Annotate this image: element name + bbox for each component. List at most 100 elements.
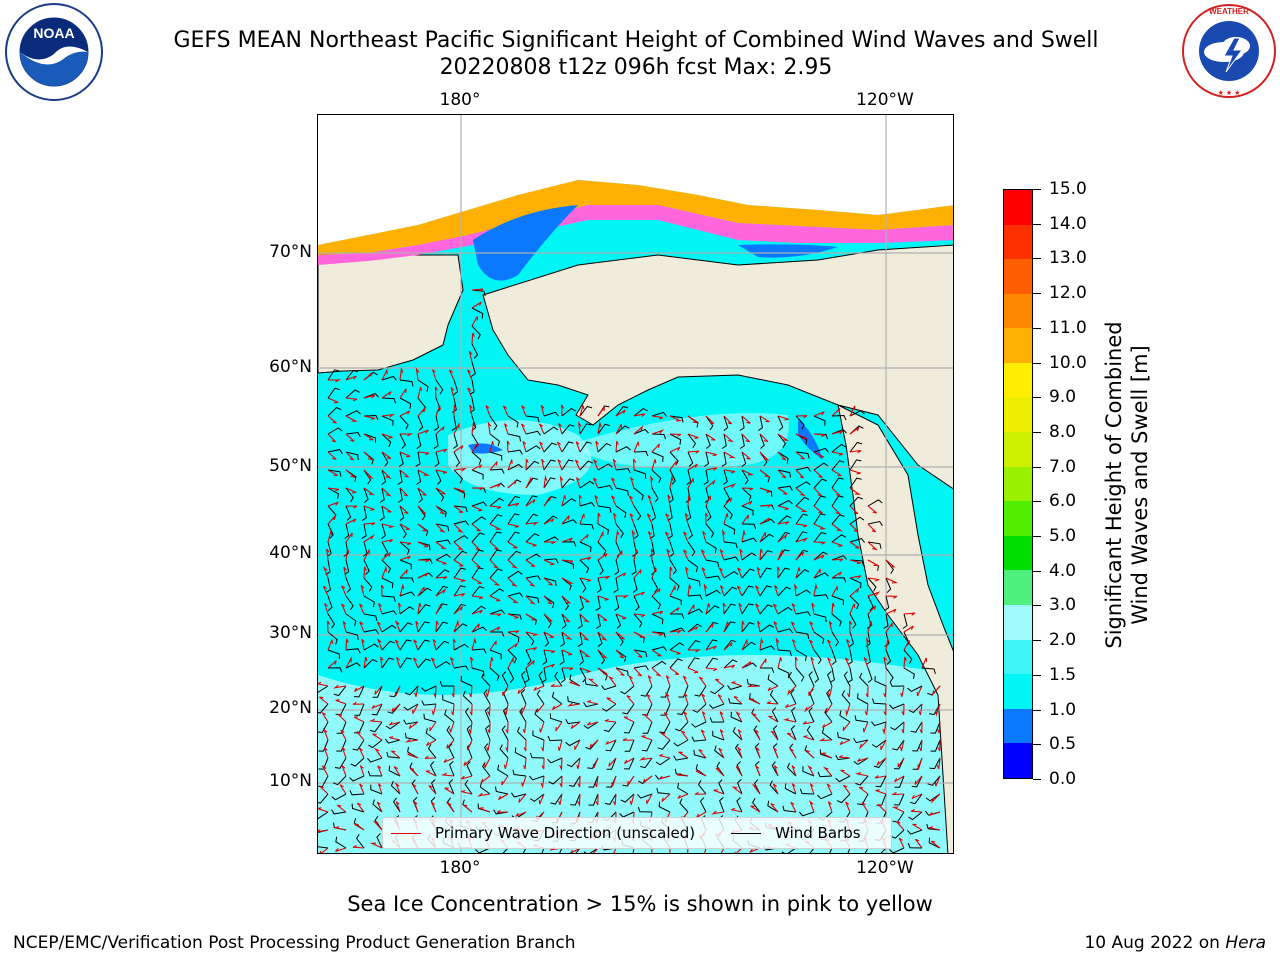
wind-barb (372, 685, 383, 698)
wind-barb (381, 415, 394, 426)
wave-direction-arrow (453, 505, 464, 513)
wind-barb (829, 847, 833, 853)
wind-barb (363, 577, 373, 592)
wave-direction-arrow (903, 625, 914, 633)
wind-barb (669, 627, 685, 633)
wind-barb (633, 450, 649, 457)
wind-barb (549, 713, 563, 723)
wind-barb (579, 523, 594, 530)
wave-direction-arrow (714, 678, 725, 687)
wave-direction-arrow (327, 487, 340, 492)
wind-barb (723, 603, 736, 615)
wind-barb (723, 505, 733, 520)
wind-barb (512, 769, 527, 777)
wind-barb (453, 469, 463, 484)
wave-direction-arrow (467, 369, 473, 381)
wave-direction-arrow (521, 405, 527, 417)
wave-direction-arrow (574, 739, 581, 750)
wave-direction-arrow (487, 421, 492, 435)
wave-direction-arrow (453, 559, 464, 567)
wave-direction-arrow (345, 638, 349, 651)
wind-barb (885, 667, 894, 683)
wave-direction-arrow (597, 575, 611, 580)
wind-barb (471, 325, 481, 340)
wave-direction-arrow (597, 421, 602, 435)
wind-barb (686, 469, 692, 486)
wave-direction-arrow (705, 479, 716, 489)
wind-barb (633, 523, 639, 539)
wave-direction-arrow (757, 620, 761, 633)
wave-direction-arrow (471, 577, 482, 584)
wave-direction-arrow (687, 667, 699, 674)
wind-barb (849, 577, 862, 589)
wave-direction-arrow (477, 792, 491, 797)
wind-barb (705, 541, 717, 554)
wave-direction-arrow (695, 770, 707, 777)
wave-direction-arrow (579, 613, 590, 623)
colorbar-segment (1004, 432, 1032, 467)
wave-direction-arrow (789, 748, 797, 759)
wave-direction-arrow (597, 631, 608, 641)
wave-direction-arrow (775, 637, 780, 651)
wave-direction-arrow (543, 595, 553, 605)
wind-barb (397, 487, 403, 503)
wave-direction-arrow (434, 386, 438, 399)
wind-barb (529, 752, 545, 759)
wind-barb (651, 411, 667, 417)
wave-direction-arrow (471, 637, 477, 651)
wave-direction-arrow (921, 657, 928, 669)
wave-direction-arrow (327, 397, 339, 404)
wave-direction-arrow (759, 517, 770, 525)
wind-barb (929, 757, 941, 770)
wind-barb (605, 739, 617, 752)
wave-direction-arrow (827, 657, 833, 669)
wind-barb (471, 567, 484, 579)
wave-direction-arrow (845, 801, 851, 813)
wind-barb (417, 658, 431, 669)
wind-barb (601, 703, 617, 712)
wind-barb (601, 685, 617, 691)
wave-direction-arrow (677, 793, 689, 799)
wind-barb (435, 660, 451, 669)
wave-direction-arrow (705, 415, 715, 425)
wind-barb (325, 559, 331, 575)
wave-direction-arrow (448, 369, 455, 381)
wave-direction-arrow (453, 541, 464, 551)
wave-direction-arrow (698, 676, 707, 687)
wave-direction-arrow (381, 451, 392, 459)
wave-direction-arrow (795, 451, 805, 460)
wave-direction-arrow (687, 494, 691, 507)
wave-direction-arrow (561, 577, 574, 584)
wave-direction-arrow (405, 738, 419, 743)
wave-direction-arrow (613, 847, 617, 853)
wave-direction-arrow (885, 622, 893, 633)
wave-direction-arrow (453, 638, 457, 651)
wave-direction-arrow (522, 441, 527, 453)
wave-direction-arrow (359, 621, 365, 633)
wind-barb (615, 425, 630, 435)
wave-direction-arrow (550, 683, 563, 687)
wave-direction-arrow (359, 765, 365, 777)
wave-direction-arrow (453, 467, 467, 472)
wave-direction-arrow (894, 820, 905, 831)
wave-direction-arrow (466, 739, 473, 751)
wind-barb (678, 685, 689, 698)
colorbar-segment (1004, 224, 1032, 260)
wind-barb (327, 449, 343, 455)
wind-barb (669, 433, 682, 445)
wind-barb (507, 649, 517, 664)
wave-direction-arrow (424, 755, 437, 759)
wind-barb (471, 289, 486, 297)
wind-barb (694, 685, 707, 697)
wave-direction-arrow (855, 772, 869, 777)
noaa-logo: NOAA (4, 2, 104, 106)
wind-barb (397, 469, 403, 485)
wave-direction-arrow (615, 528, 620, 543)
wave-direction-arrow (759, 451, 770, 461)
colorbar-segment (1004, 397, 1032, 433)
land-alaska-canada (482, 244, 953, 490)
wind-barb (641, 739, 653, 752)
wind-barb (912, 739, 923, 752)
wave-direction-arrow (864, 703, 869, 716)
wave-direction-arrow (381, 505, 392, 513)
